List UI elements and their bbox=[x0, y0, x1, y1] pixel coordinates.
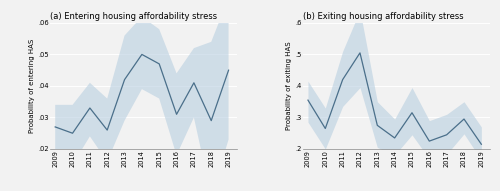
Y-axis label: Probability of entering HAS: Probability of entering HAS bbox=[29, 39, 35, 133]
Text: (b) Exiting housing affordability stress: (b) Exiting housing affordability stress bbox=[303, 12, 464, 21]
Text: (a) Entering housing affordability stress: (a) Entering housing affordability stres… bbox=[50, 12, 217, 21]
Y-axis label: Probability of exiting HAS: Probability of exiting HAS bbox=[286, 42, 292, 130]
